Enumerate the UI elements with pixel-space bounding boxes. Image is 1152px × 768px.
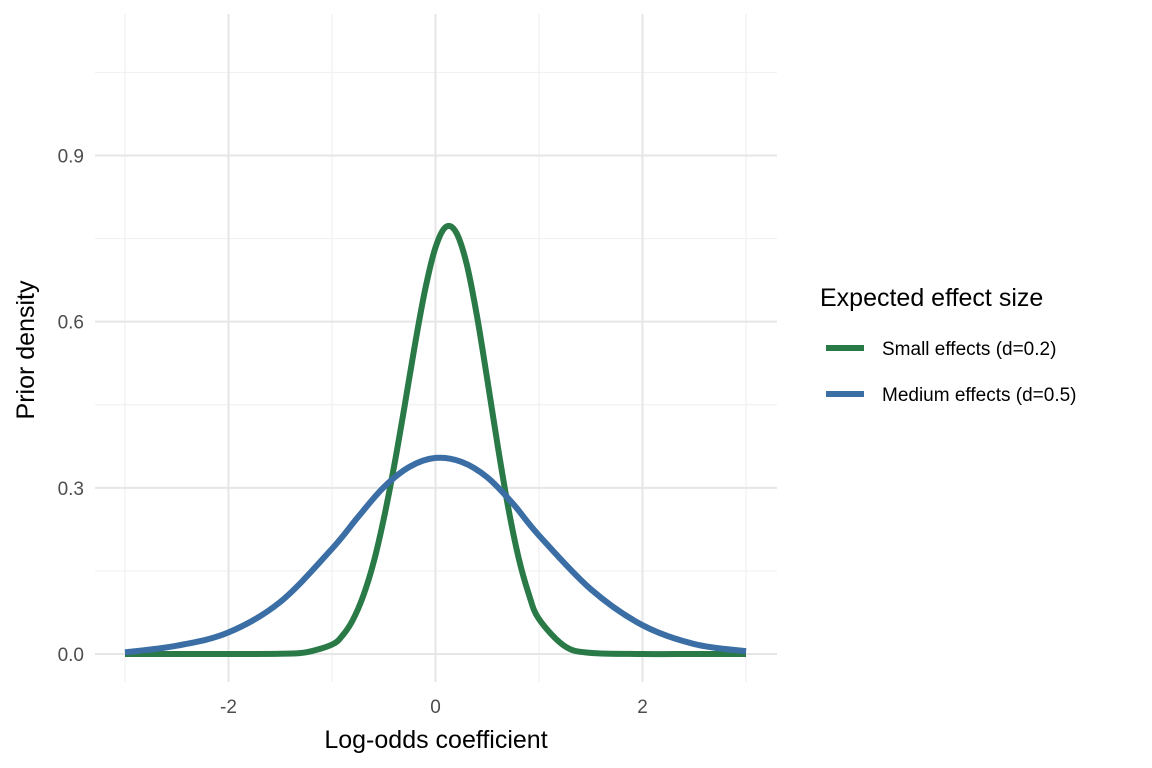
legend-label-small-effects: Small effects (d=0.2) bbox=[882, 339, 1056, 360]
legend-label-medium-effects: Medium effects (d=0.5) bbox=[882, 385, 1077, 406]
major-gridlines bbox=[95, 14, 777, 682]
legend: Expected effect size Small effects (d=0.… bbox=[820, 284, 1077, 406]
series-line-small-effects bbox=[125, 222, 746, 658]
x-axis-title: Log-odds coefficient bbox=[324, 726, 547, 754]
x-tick-label: 0 bbox=[430, 697, 441, 718]
x-tick-label: -2 bbox=[220, 697, 237, 718]
x-axis-tick-labels: -2 0 2 bbox=[220, 697, 648, 718]
y-axis-title: Prior density bbox=[12, 280, 40, 419]
legend-title: Expected effect size bbox=[820, 284, 1043, 312]
series-lines bbox=[124, 222, 747, 658]
y-tick-label: 0.0 bbox=[58, 645, 84, 666]
x-tick-label: 2 bbox=[637, 697, 648, 718]
y-tick-label: 0.9 bbox=[58, 147, 84, 168]
y-tick-label: 0.3 bbox=[58, 479, 84, 500]
y-tick-label: 0.6 bbox=[58, 313, 84, 334]
series-line-medium-effects bbox=[124, 454, 747, 656]
y-axis-tick-labels: 0.0 0.3 0.6 0.9 bbox=[58, 147, 84, 667]
